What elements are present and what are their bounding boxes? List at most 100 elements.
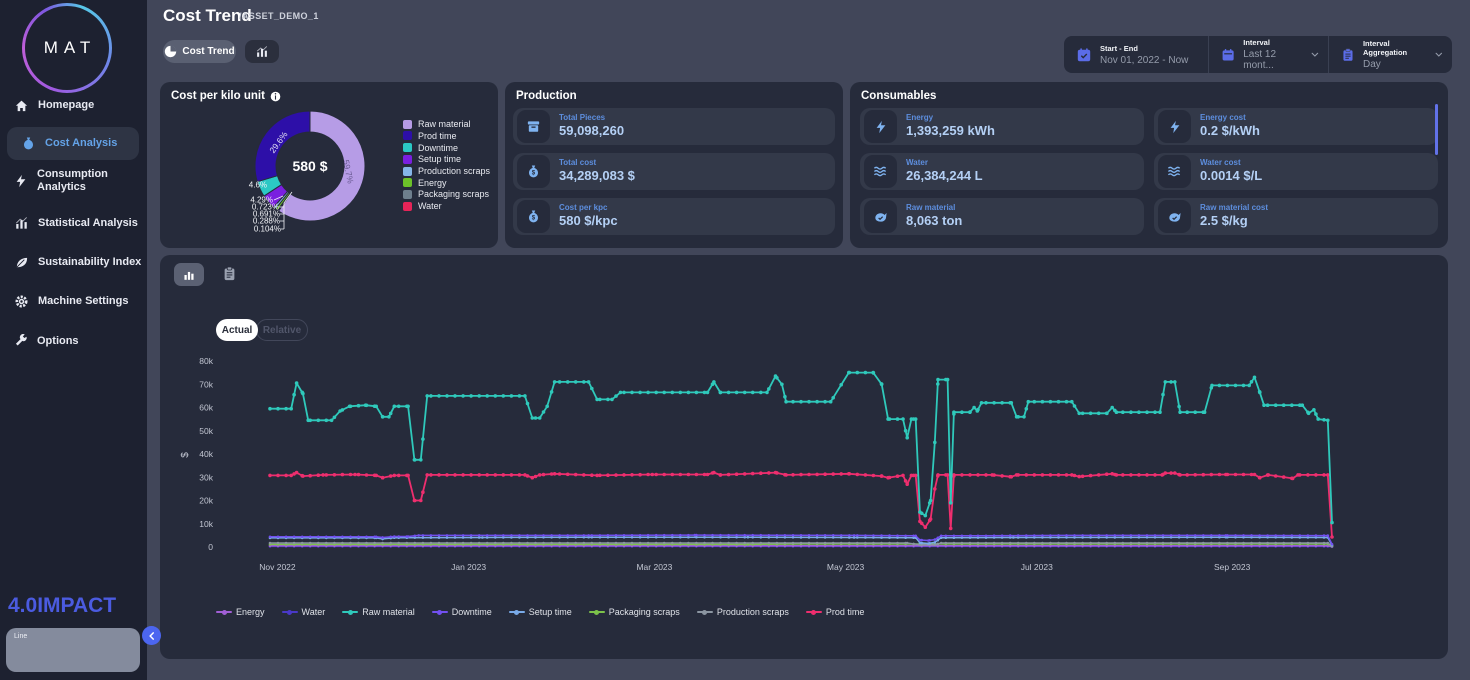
money-bag-icon: $ (517, 200, 550, 233)
chart-mode-button[interactable] (174, 263, 204, 286)
interval-aggregation-control[interactable]: Interval Aggregation Day (1328, 36, 1452, 73)
consumables-scrollbar[interactable] (1435, 104, 1438, 155)
legend-item[interactable]: Setup time (508, 607, 572, 617)
stat-label: Water (906, 158, 928, 167)
line-panel[interactable]: Line (6, 628, 140, 672)
stat-label: Raw material cost (1200, 203, 1269, 212)
stat-tile-total-pieces: Total Pieces 59,098,260 (513, 108, 835, 145)
svg-text:20k: 20k (199, 496, 213, 506)
interval-control[interactable]: Interval Last 12 mont... (1208, 36, 1328, 73)
sidebar-item-options[interactable]: Options (0, 331, 147, 351)
legend-swatch (403, 166, 412, 176)
legend-marker (805, 609, 822, 616)
stat-value: 59,098,260 (559, 123, 625, 138)
legend-item[interactable]: Water (281, 607, 325, 617)
legend-swatch (403, 178, 412, 188)
money-bag-icon (24, 137, 33, 150)
stat-value: 580 $/kpc (559, 213, 618, 228)
stat-label: Total Pieces (559, 113, 606, 122)
legend-marker (342, 609, 359, 616)
mat-logo-text: MAT (25, 6, 109, 90)
card-title: Consumables (861, 90, 937, 102)
sidebar-item-sustainability-index[interactable]: Sustainability Index (0, 252, 147, 272)
svg-text:0: 0 (208, 542, 213, 552)
waves-icon (1158, 155, 1191, 188)
calendar-icon (1222, 48, 1234, 61)
consumables-card: Consumables Energy 1,393,259 kWh Water 2… (850, 82, 1448, 248)
control-label: Start - End (1100, 43, 1138, 53)
legend-item[interactable]: Prod time (805, 607, 864, 617)
chart-view-button[interactable] (245, 40, 279, 63)
legend-swatch (403, 201, 412, 211)
stat-tile-raw-material: Raw material 8,063 ton (860, 198, 1144, 235)
donut-chart[interactable]: 59.7%29.6% (160, 82, 498, 248)
legend-item[interactable]: Water (403, 201, 490, 211)
svg-text:59.7%: 59.7% (341, 159, 356, 185)
svg-text:60k: 60k (199, 403, 213, 413)
column-chart-icon (256, 45, 268, 57)
bolt-icon (864, 110, 897, 143)
stat-tile-raw-material-cost: Raw material cost 2.5 $/kg (1154, 198, 1438, 235)
info-icon[interactable] (270, 91, 281, 102)
legend-item[interactable]: Packaging scraps (588, 607, 680, 617)
chevron-down-icon (1435, 52, 1443, 57)
line-chart[interactable]: 0 10k 20k 30k 40k 50k 60k 70k 80k $ Nov 2022 Jan 20… (160, 255, 1448, 659)
sidebar-item-machine-settings[interactable]: Machine Settings (0, 291, 147, 311)
legend-item[interactable]: Packaging scraps (403, 189, 490, 199)
svg-text:May 2023: May 2023 (827, 562, 865, 572)
gear-icon (15, 295, 28, 307)
sidebar-item-cost-analysis[interactable]: Cost Analysis (7, 127, 139, 160)
svg-text:Jul 2023: Jul 2023 (1021, 562, 1053, 572)
stat-tile-energy-cost: Energy cost 0.2 $/kWh (1154, 108, 1438, 145)
legend-item[interactable]: Energy (216, 607, 265, 617)
stat-tile-water-cost: Water cost 0.0014 $/L (1154, 153, 1438, 190)
cost-per-kilo-card: Cost per kilo unit 59.7% 29.6% 580 $ 4.6%… (160, 82, 498, 248)
slice-label: 0.691% (252, 209, 280, 219)
leaf-icon (16, 257, 28, 268)
cost-trend-view-button[interactable]: Cost Trend (163, 40, 236, 63)
legend-item[interactable]: Downtime (403, 143, 490, 153)
stat-value: 8,063 ton (906, 213, 963, 228)
donut-center-value: 580 $ (292, 158, 328, 174)
legend-item[interactable]: Prod time (403, 131, 490, 141)
card-title: Cost per kilo unit (171, 90, 281, 102)
svg-text:30k: 30k (199, 472, 213, 482)
breadcrumb: /ASSET_DEMO_1 (239, 11, 319, 21)
report-mode-button[interactable] (222, 266, 237, 284)
date-controls: Start - End Nov 01, 2022 - Now Interval … (1064, 36, 1452, 73)
legend-marker (588, 609, 605, 616)
stat-tile-water: Water 26,384,244 L (860, 153, 1144, 190)
line-panel-label: Line (14, 633, 28, 640)
sidebar-item-homepage[interactable]: Homepage (0, 95, 147, 115)
trend-chart-card: Actual Relative 0 10k 20k 30k 40k 50k 60k 70k 80… (160, 255, 1448, 659)
stat-label: Cost per kpc (559, 203, 608, 212)
start-end-control[interactable]: Start - End Nov 01, 2022 - Now (1064, 36, 1208, 73)
legend-item[interactable]: Raw material (342, 607, 415, 617)
stat-label: Energy (906, 113, 934, 122)
svg-text:Mar 2023: Mar 2023 (636, 562, 672, 572)
legend-item[interactable]: Energy (403, 178, 490, 188)
svg-text:70k: 70k (199, 379, 213, 389)
legend-item[interactable]: Raw material (403, 119, 490, 129)
svg-text:Sep 2023: Sep 2023 (1214, 562, 1251, 572)
stat-tile-energy: Energy 1,393,259 kWh (860, 108, 1144, 145)
sidebar-item-statistical-analysis[interactable]: Statistical Analysis (0, 213, 147, 233)
box-icon (517, 110, 550, 143)
legend-item[interactable]: Production scraps (403, 166, 490, 176)
legend-item[interactable]: Production scraps (696, 607, 789, 617)
clipboard-icon (224, 266, 235, 281)
mat-logo: MAT (22, 3, 112, 93)
material-icon (864, 200, 897, 233)
collapse-sidebar-button[interactable] (142, 626, 161, 645)
legend-item[interactable]: Setup time (403, 154, 490, 164)
tab-actual[interactable]: Actual (216, 319, 258, 341)
legend-item[interactable]: Downtime (431, 607, 492, 617)
legend-marker (696, 609, 713, 616)
calendar-check-icon (1077, 47, 1091, 61)
bolt-icon (1158, 110, 1191, 143)
sidebar-item-consumption-analytics[interactable]: Consumption Analytics (0, 167, 147, 195)
stat-value: 1,393,259 kWh (906, 123, 995, 138)
slice-label: 0.288% (252, 216, 280, 226)
svg-text:40k: 40k (199, 449, 213, 459)
legend-marker (216, 609, 232, 616)
